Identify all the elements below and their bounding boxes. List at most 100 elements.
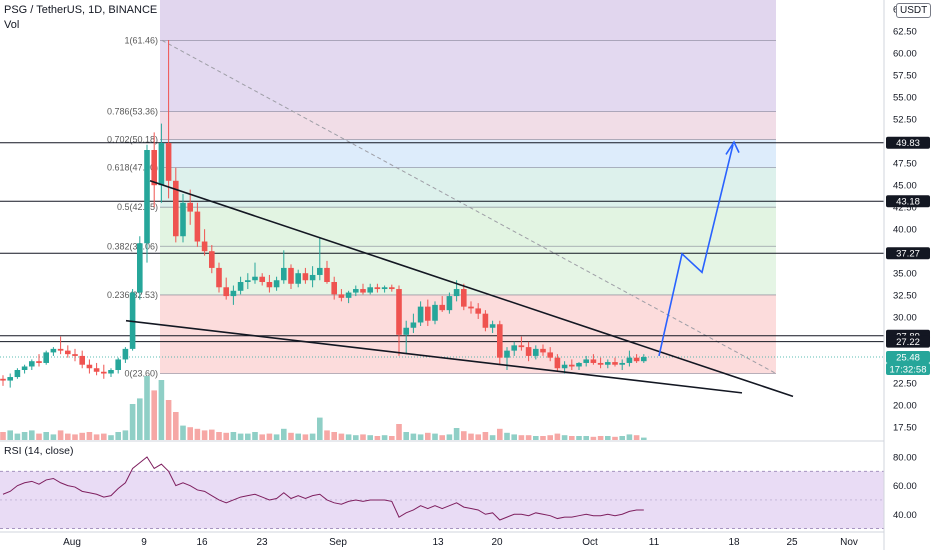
fib-trend-line [161, 39, 777, 374]
volume-bar [432, 433, 438, 440]
volume-label: Vol [4, 19, 20, 31]
price-tag-box [886, 335, 930, 348]
candle-body [410, 322, 417, 328]
volume-bar [367, 435, 373, 440]
y-tick-label: 20.00 [893, 401, 917, 412]
volume-bar [273, 434, 280, 440]
volume-bar [245, 433, 251, 440]
candle-body [461, 289, 467, 307]
candle-body [36, 361, 42, 363]
volume-bar [525, 435, 532, 440]
volume-bar [295, 433, 301, 440]
volume-bar [108, 435, 114, 440]
x-tick-label: 9 [141, 537, 147, 548]
price-tag-box [886, 136, 930, 149]
price-tag-box [886, 195, 930, 208]
volume-bar [223, 432, 229, 440]
candle-body [446, 296, 453, 311]
y-tick-label: 17.50 [893, 423, 917, 434]
x-tick-label: 13 [432, 537, 444, 548]
currency-button[interactable]: USDT [896, 3, 932, 18]
volume-bar [381, 435, 388, 440]
volume-bar [353, 435, 359, 440]
volume-bar [425, 432, 431, 440]
volume-bar [158, 380, 165, 440]
volume-bar [511, 434, 517, 440]
volume-bar [360, 434, 366, 440]
volume-bar [122, 430, 129, 440]
volume-bar [43, 432, 49, 440]
fib-level-label: 0.382(38.06) [107, 241, 158, 251]
volume-bar [50, 434, 57, 440]
wedge-lower-line [125, 319, 743, 394]
volume-bar [497, 428, 503, 440]
volume-bar [0, 432, 6, 440]
price-tag-box [886, 350, 930, 363]
candle-body [7, 377, 13, 381]
fib-zone [160, 40, 776, 112]
volume-bar [266, 433, 273, 440]
candle-body [504, 350, 510, 358]
candle-body [79, 355, 85, 365]
candle-body [288, 267, 294, 284]
candle-body [331, 282, 337, 295]
candle-body [389, 287, 395, 290]
fib-zone [160, 167, 776, 207]
y-tick-label: 32.50 [893, 291, 917, 302]
volume-bar [403, 432, 409, 440]
x-tick-label: 23 [256, 537, 268, 548]
volume-bar [324, 430, 330, 440]
volume-bar [281, 428, 287, 440]
candle-body [641, 356, 647, 362]
candle-body [72, 354, 78, 356]
volume-bar [518, 435, 525, 440]
volume-bar [396, 424, 402, 440]
symbol-title: PSG / TetherUS, 1D, BINANCE [4, 4, 158, 16]
volume-bar [626, 434, 633, 440]
volume-bar [79, 432, 85, 440]
fib-zone [160, 111, 776, 140]
volume-bar [453, 428, 460, 440]
x-tick-label: 11 [649, 537, 660, 548]
x-tick-label: 25 [786, 537, 798, 548]
candle-body [576, 362, 582, 367]
volume-bar [482, 432, 489, 440]
candle-body [547, 352, 553, 358]
volume-bar [237, 433, 244, 440]
candle-body [338, 294, 345, 298]
volume-bar [533, 436, 539, 440]
candle-body [569, 364, 575, 367]
volume-bar [309, 433, 316, 440]
candle-body [403, 327, 409, 335]
volume-bar [29, 430, 35, 440]
price-tag-label: 49.83 [896, 138, 920, 149]
candle-body [432, 304, 438, 321]
candle-body [345, 292, 352, 298]
candle-body [511, 345, 517, 351]
fib-level-label: 0.5(42.55) [117, 202, 158, 212]
volume-bar [115, 432, 121, 440]
volume-bar [144, 376, 150, 440]
volume-bar [561, 435, 568, 440]
candle-body [633, 357, 640, 362]
candle-body [417, 306, 424, 323]
volume-bar [504, 432, 510, 440]
candle-body [561, 364, 568, 369]
x-tick-label: 18 [728, 537, 740, 548]
y-tick-label: 40.00 [893, 225, 917, 236]
candle-body [309, 274, 316, 281]
candle-body [619, 362, 625, 365]
candle-body [216, 267, 222, 288]
chart-header: PSG / TetherUS, 1D, BINANCE Vol [4, 4, 157, 32]
volume-bar [187, 427, 193, 440]
candle-body [612, 362, 618, 365]
candle-body [597, 362, 604, 365]
volume-bar [194, 428, 201, 440]
volume-bar [201, 430, 208, 440]
rsi-tick-label: 80.00 [893, 453, 917, 464]
candle-body [525, 347, 532, 356]
volume-bar [65, 433, 71, 440]
candle-body [453, 289, 460, 297]
candle-body [590, 359, 597, 363]
